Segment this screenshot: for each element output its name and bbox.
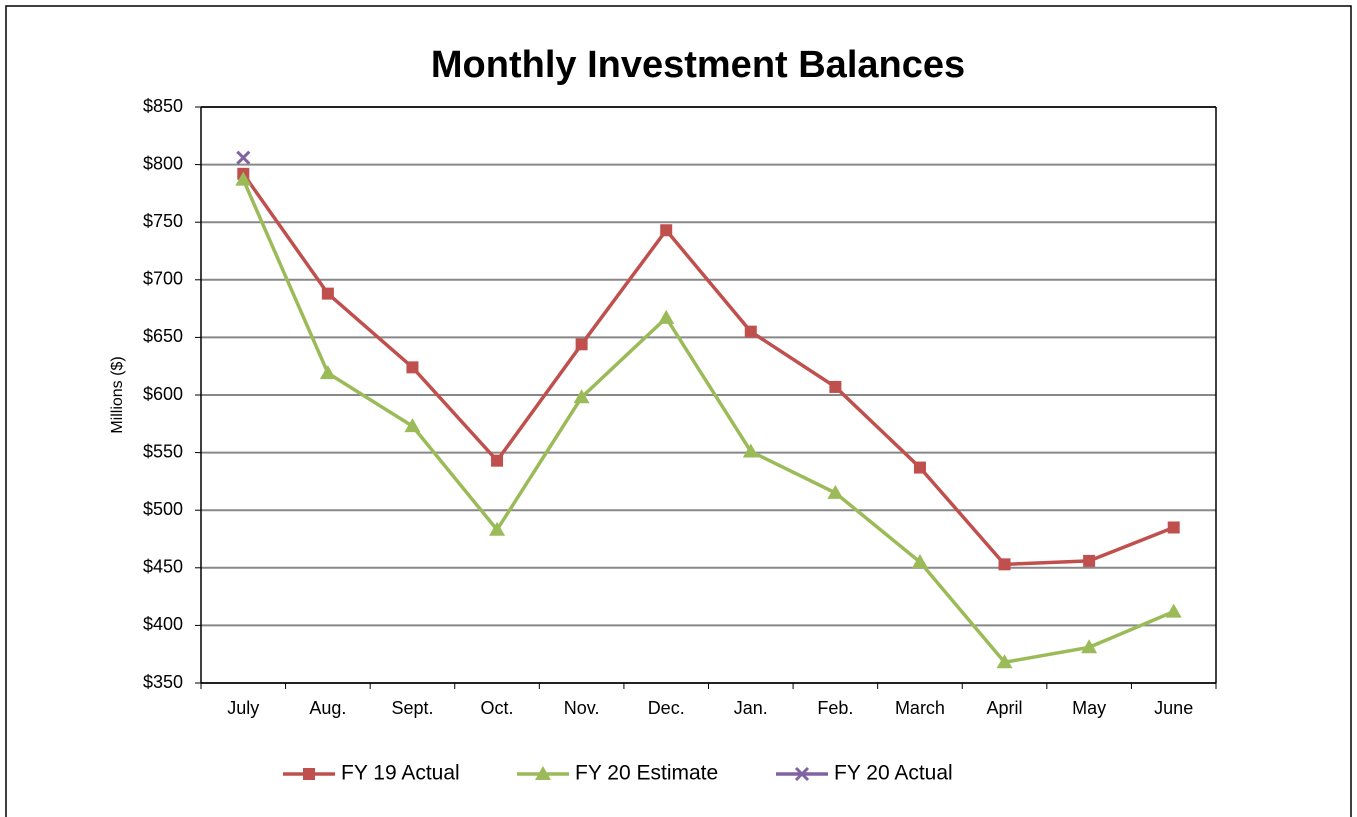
y-tick-label: $550 [143, 441, 183, 461]
data-point [575, 338, 588, 351]
legend-label: FY 20 Actual [834, 762, 953, 785]
y-tick-label: $650 [143, 326, 183, 346]
y-tick-label: $800 [143, 153, 183, 173]
legend-label: FY 19 Actual [341, 762, 460, 785]
y-tick-label: $600 [143, 384, 183, 404]
legend-marker [794, 766, 810, 782]
x-tick-label: Aug. [309, 698, 346, 718]
y-tick-label: $850 [143, 96, 183, 116]
chart-title: Monthly Investment Balances [431, 44, 965, 86]
data-point [658, 309, 675, 324]
x-tick-label: June [1154, 698, 1193, 718]
x-tick-label: Feb. [817, 698, 853, 718]
data-point [1165, 603, 1182, 618]
x-tick-label: Nov. [564, 698, 600, 718]
data-point [573, 389, 590, 404]
data-point [236, 150, 251, 165]
data-point [319, 365, 336, 380]
data-point [913, 461, 926, 474]
legend-marker [303, 768, 315, 780]
y-tick-label: $350 [143, 672, 183, 692]
data-point [406, 361, 419, 374]
x-tick-label: Jan. [734, 698, 768, 718]
data-point [491, 454, 504, 467]
y-tick-label: $700 [143, 269, 183, 289]
x-tick-label: March [895, 698, 945, 718]
series-line [241, 178, 1175, 665]
data-point [404, 418, 421, 433]
x-tick-label: April [987, 698, 1023, 718]
data-point [744, 325, 757, 338]
data-point [1167, 521, 1180, 534]
y-tick-label: $400 [143, 614, 183, 634]
data-point [827, 484, 844, 499]
data-point [996, 654, 1013, 669]
legend-label: FY 20 Estimate [575, 762, 718, 785]
x-tick-label: Oct. [481, 698, 514, 718]
y-tick-label: $750 [143, 211, 183, 231]
data-point [829, 380, 842, 393]
data-point [489, 521, 506, 536]
x-tick-label: Dec. [648, 698, 685, 718]
x-tick-label: July [227, 698, 259, 718]
data-point [660, 224, 673, 237]
data-point [1083, 554, 1096, 567]
data-point [998, 558, 1011, 571]
data-point [742, 443, 759, 458]
data-point [1081, 639, 1098, 654]
legend-marker [535, 766, 551, 780]
data-point [235, 171, 252, 186]
data-point [911, 554, 928, 569]
x-tick-label: May [1072, 698, 1106, 718]
y-axis-label: Millions ($) [109, 356, 126, 433]
x-tick-label: Sept. [391, 698, 433, 718]
series-line [241, 172, 1175, 567]
data-point [321, 287, 334, 300]
y-tick-label: $500 [143, 499, 183, 519]
chart-frame [5, 5, 1352, 817]
y-tick-label: $450 [143, 557, 183, 577]
